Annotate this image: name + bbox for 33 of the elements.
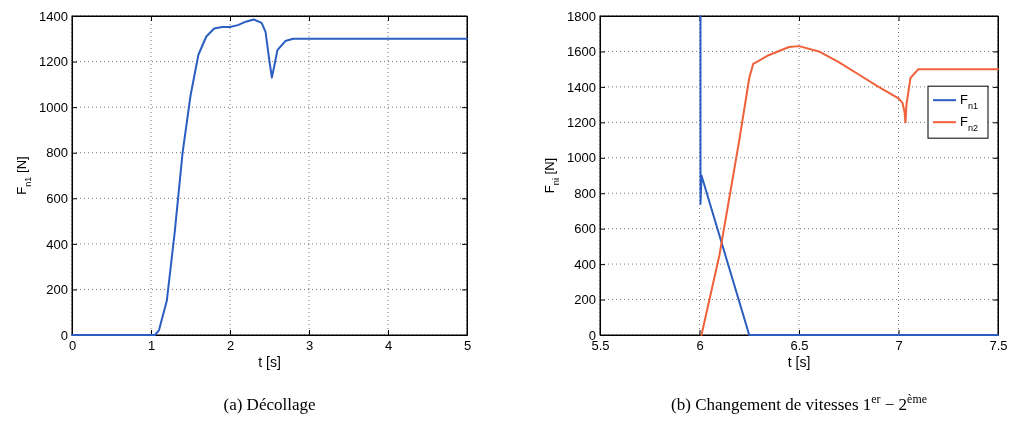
y-tick-label: 1600 bbox=[567, 44, 596, 60]
x-axis-title: t [s] bbox=[787, 354, 811, 370]
x-tick-label: 6.5 bbox=[790, 338, 809, 354]
y-tick-label: 1200 bbox=[567, 114, 596, 130]
x-axis-title: t [s] bbox=[258, 354, 281, 370]
y-tick-label: 800 bbox=[574, 185, 596, 201]
y-tick-label: 800 bbox=[46, 145, 68, 161]
x-tick-label: 5 bbox=[463, 338, 472, 354]
x-tick-label: 4 bbox=[384, 338, 393, 354]
y-tick-label: 600 bbox=[574, 221, 596, 237]
text: (a) Décollage bbox=[223, 395, 316, 414]
y-tick-label: 1000 bbox=[39, 99, 68, 115]
y-tick-label: 400 bbox=[46, 236, 68, 252]
x-tick-label: 2 bbox=[226, 338, 235, 354]
y-tick-label: 600 bbox=[46, 190, 68, 206]
x-tick-label: 7.5 bbox=[989, 338, 1008, 354]
x-tick-label: 3 bbox=[305, 338, 314, 354]
legend-label: F$_{n2}$ bbox=[960, 114, 979, 134]
text: (b) Changement de vitesses 1$^{er}$ − 2$^{ème}$ bbox=[671, 392, 927, 414]
line-series bbox=[71, 18, 468, 336]
y-tick-label: 200 bbox=[574, 292, 596, 308]
y-tick-label: 1400 bbox=[567, 79, 596, 95]
y-tick-label: 1400 bbox=[39, 8, 68, 24]
legend-label: F$_{n1}$ bbox=[960, 92, 979, 112]
y-tick-label: 1200 bbox=[39, 54, 68, 70]
x-tick-label: 7 bbox=[895, 338, 903, 354]
x-tick-label: 6 bbox=[696, 338, 704, 354]
y-tick-label: 400 bbox=[574, 256, 596, 272]
y-tick-label: 200 bbox=[46, 282, 68, 298]
y-tick-label: 0 bbox=[60, 327, 68, 343]
y-tick-label: 1000 bbox=[567, 150, 596, 166]
x-tick-label: 1 bbox=[147, 338, 156, 354]
y-tick-label: 1800 bbox=[567, 8, 596, 24]
